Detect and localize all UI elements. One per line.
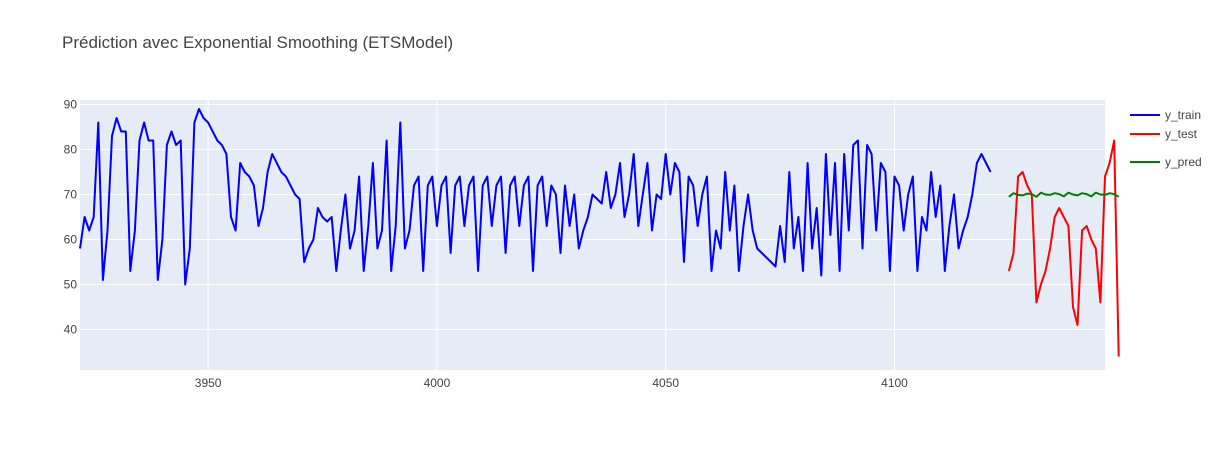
x-axis-ticks: 3950 4000 4050 4100 xyxy=(195,376,908,390)
legend-item-y-test[interactable]: y_test xyxy=(1130,127,1198,141)
series-line-y-test xyxy=(1007,139,1120,357)
legend-label: y_test xyxy=(1165,127,1198,141)
y-axis-ticks: 40 50 60 70 80 90 xyxy=(64,98,78,337)
x-tick-label: 4050 xyxy=(652,376,679,390)
series-layer xyxy=(79,108,1120,357)
y-tick-label: 90 xyxy=(64,98,78,112)
y-tick-label: 60 xyxy=(64,233,78,247)
legend: y_train y_test y_pred xyxy=(1130,108,1202,169)
chart-title: Prédiction avec Exponential Smoothing (E… xyxy=(62,33,454,52)
x-tick-label: 4100 xyxy=(881,376,908,390)
y-tick-label: 50 xyxy=(64,278,78,292)
legend-label: y_pred xyxy=(1165,155,1202,169)
plot-background xyxy=(80,100,1105,370)
y-tick-label: 40 xyxy=(64,323,78,337)
x-tick-label: 3950 xyxy=(195,376,222,390)
x-tick-label: 4000 xyxy=(424,376,451,390)
legend-item-y-pred[interactable]: y_pred xyxy=(1130,155,1202,169)
y-tick-label: 70 xyxy=(64,188,78,202)
series-line-y-train xyxy=(79,108,992,286)
legend-item-y-train[interactable]: y_train xyxy=(1130,108,1201,122)
legend-label: y_train xyxy=(1165,108,1201,122)
series-line-y-pred xyxy=(1008,191,1120,198)
y-tick-label: 80 xyxy=(64,143,78,157)
